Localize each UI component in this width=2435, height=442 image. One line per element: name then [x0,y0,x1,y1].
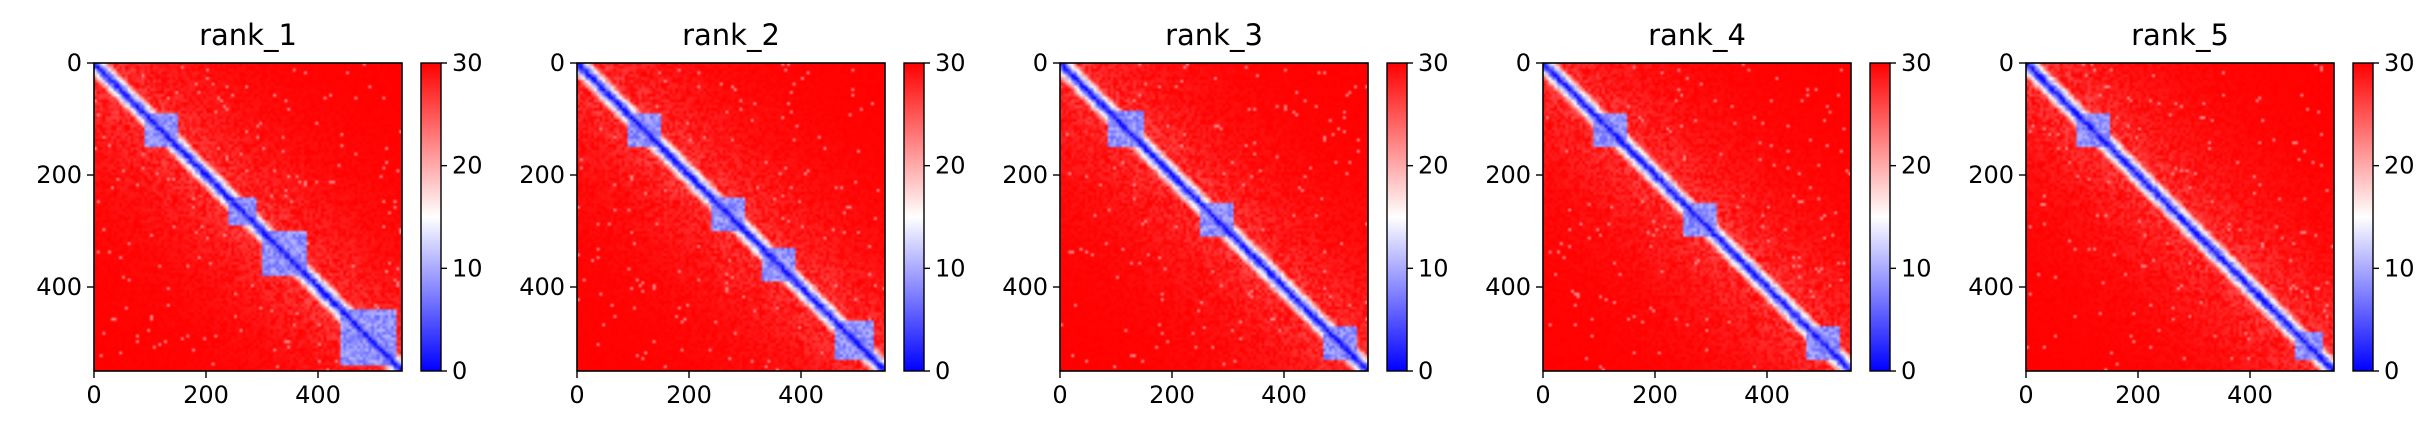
y-tick-label: 0 [1033,49,1048,77]
colorbar-tick-label: 20 [1901,152,1932,180]
heatmap-cells [2026,63,2334,371]
colorbar-tick-label: 10 [935,254,966,282]
y-tick-label: 400 [1485,273,1531,301]
colorbar-tick-label: 0 [1418,357,1433,385]
colorbar-tick-label: 30 [1901,49,1932,77]
heatmap-cells [94,63,402,371]
x-tick-label: 0 [1052,381,1067,409]
heatmap-panel-2: rank_2 0 200 400 0 200 400 0 10 20 30 [519,18,965,409]
y-tick-label: 400 [519,273,565,301]
x-tick-label: 400 [2227,381,2273,409]
colorbar-tick-label: 10 [2384,254,2415,282]
colorbar-tick-label: 30 [1418,49,1449,77]
colorbar-tick-label: 20 [1418,152,1449,180]
axes-frame [1542,62,1852,372]
colorbar [1386,62,1408,372]
x-tick-label: 200 [1149,381,1195,409]
colorbar-tick-label: 0 [1901,357,1916,385]
y-tick-label: 200 [1002,161,1048,189]
colorbar-tick-label: 20 [935,152,966,180]
heatmap-panel-3: rank_3 0 200 400 0 200 400 0 10 20 30 [1002,18,1448,409]
x-tick-label: 0 [1535,381,1550,409]
colorbar-tick-label: 30 [452,49,483,77]
y-tick-label: 200 [36,161,82,189]
panel-title: rank_3 [1165,18,1263,52]
colorbar [903,62,925,372]
panel-title: rank_4 [1648,18,1746,52]
x-tick-label: 400 [1261,381,1307,409]
colorbar [420,62,442,372]
heatmap-cells [577,63,885,371]
panel-title: rank_2 [682,18,780,52]
colorbar-tick-label: 30 [2384,49,2415,77]
y-tick-label: 0 [67,49,82,77]
heatmap-panel-1: rank_1 0 200 400 0 200 400 0 10 20 30 [36,18,482,409]
y-tick-label: 400 [36,273,82,301]
y-tick-label: 200 [1968,161,2014,189]
panel-title: rank_5 [2131,18,2229,52]
x-tick-label: 400 [778,381,824,409]
colorbar [1869,62,1891,372]
colorbar-tick-label: 10 [452,254,483,282]
colorbar-tick-label: 0 [2384,357,2399,385]
x-tick-label: 400 [295,381,341,409]
axes-frame [1059,62,1369,372]
y-tick-label: 200 [1485,161,1531,189]
x-tick-label: 200 [183,381,229,409]
y-tick-label: 0 [1999,49,2014,77]
x-tick-label: 400 [1744,381,1790,409]
axes-frame [2025,62,2335,372]
colorbar-tick-label: 20 [2384,152,2415,180]
x-tick-label: 200 [666,381,712,409]
y-tick-label: 0 [550,49,565,77]
heatmap-panel-4: rank_4 0 200 400 0 200 400 0 10 20 30 [1485,18,1931,409]
x-tick-label: 200 [1632,381,1678,409]
x-tick-label: 0 [569,381,584,409]
colorbar-tick-label: 10 [1418,254,1449,282]
y-tick-label: 400 [1968,273,2014,301]
y-tick-label: 200 [519,161,565,189]
heatmap-panel-5: rank_5 0 200 400 0 200 400 0 10 20 30 [1968,18,2414,409]
colorbar [2352,62,2374,372]
y-tick-label: 400 [1002,273,1048,301]
axes-frame [93,62,403,372]
colorbar-tick-label: 20 [452,152,483,180]
x-tick-label: 0 [86,381,101,409]
x-tick-label: 0 [2018,381,2033,409]
colorbar-tick-label: 0 [452,357,467,385]
colorbar-tick-label: 30 [935,49,966,77]
axes-frame [576,62,886,372]
heatmap-cells [1060,63,1368,371]
colorbar-tick-label: 10 [1901,254,1932,282]
x-tick-label: 200 [2115,381,2161,409]
heatmap-cells [1543,63,1851,371]
y-tick-label: 0 [1516,49,1531,77]
panel-title: rank_1 [199,18,297,52]
colorbar-tick-label: 0 [935,357,950,385]
